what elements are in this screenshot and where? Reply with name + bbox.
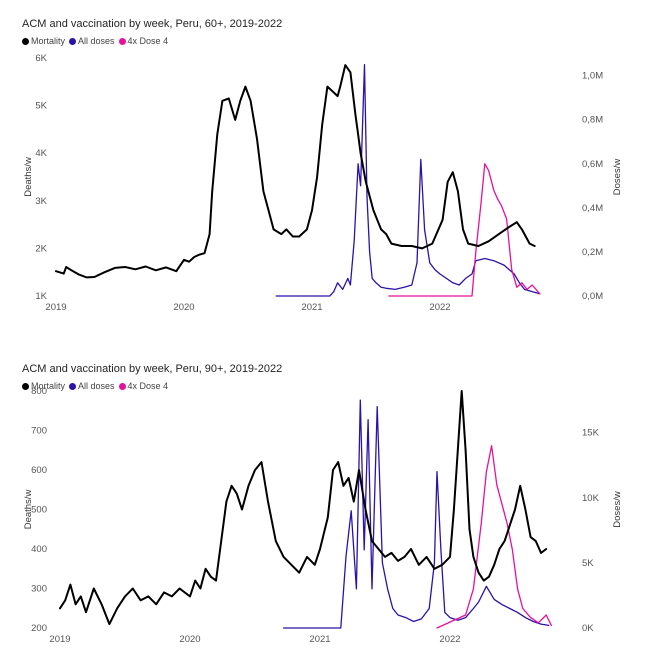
y-right-tick-label: 10K [582, 493, 600, 504]
legend-dot-dose4 [118, 382, 126, 390]
legend-label-mortality: Mortality [31, 381, 66, 391]
x-tick-label: 2020 [173, 302, 194, 313]
x-tick-label: 2019 [45, 302, 66, 313]
y-right-tick-label: 0,0M [582, 291, 603, 302]
series-line-all-doses [275, 63, 541, 297]
x-tick-label: 2022 [439, 634, 460, 645]
y-left-tick-label: 1K [35, 291, 47, 302]
legend-dot-dose4 [118, 37, 126, 45]
x-tick-label: 2020 [179, 634, 200, 645]
y-left-tick-label: 200 [31, 623, 47, 634]
y-right-tick-label: 0,4M [582, 203, 603, 214]
y-right-tick-label: 1,0M [582, 71, 603, 82]
y-left-tick-label: 2K [35, 243, 47, 254]
legend-label-all-doses: All doses [78, 36, 115, 46]
y-left-axis-title: Deaths/w [23, 490, 34, 530]
chart-plot-area: 200 300 400 500 600 700 800 0K 5K 10K 15K 2019 2020 2… [23, 386, 623, 645]
y-left-axis-title: Deaths/w [23, 157, 34, 197]
legend-item-dose4[interactable]: 4x Dose 4 [118, 36, 169, 46]
chart-legend: Mortality All doses 4x Dose 4 [22, 381, 172, 391]
y-left-tick-label: 3K [35, 196, 47, 207]
series-line-mortality [55, 64, 536, 279]
legend-dot-all-doses [69, 37, 77, 45]
y-left-tick-label: 300 [31, 584, 47, 595]
chart-panel-60plus: ACM and vaccination by week, Peru, 60+, … [0, 0, 658, 330]
legend-item-all-doses[interactable]: All doses [69, 381, 115, 391]
legend-label-mortality: Mortality [31, 36, 66, 46]
chart-plot-area: 1K 2K 3K 4K 5K 6K 0,0M 0,2M 0,4M 0,6M 0,8M 1,0M 2019… [23, 53, 623, 313]
y-right-axis-title: Doses/w [612, 491, 623, 528]
y-right-tick-label: 0,2M [582, 247, 603, 258]
legend-item-all-doses[interactable]: All doses [69, 36, 115, 46]
legend-dot-mortality [22, 37, 29, 45]
y-right-tick-label: 0K [582, 623, 594, 634]
x-tick-label: 2019 [49, 634, 70, 645]
legend-label-all-doses: All doses [78, 381, 115, 391]
y-right-tick-label: 5K [582, 558, 594, 569]
chart-title: ACM and vaccination by week, Peru, 60+, … [22, 18, 283, 30]
legend-dot-all-doses [69, 382, 77, 390]
y-right-tick-label: 0,6M [582, 159, 603, 170]
y-left-tick-label: 500 [31, 505, 47, 516]
y-left-tick-label: 400 [31, 544, 47, 555]
legend-item-mortality[interactable]: Mortality [22, 381, 65, 391]
y-right-tick-label: 15K [582, 428, 600, 439]
y-right-tick-label: 0,8M [582, 115, 603, 126]
x-tick-label: 2021 [301, 302, 322, 313]
series-line-all-doses [282, 399, 550, 629]
series-line-4x-dose-4 [388, 163, 541, 297]
chart-title: ACM and vaccination by week, Peru, 90+, … [22, 363, 283, 375]
series-line-4x-dose-4 [436, 445, 553, 629]
chart-panel-90plus: ACM and vaccination by week, Peru, 90+, … [0, 345, 658, 667]
x-tick-label: 2022 [429, 302, 450, 313]
x-tick-label: 2021 [309, 634, 330, 645]
y-left-tick-label: 600 [31, 465, 47, 476]
chart-legend: Mortality All doses 4x Dose 4 [22, 36, 172, 46]
legend-item-mortality[interactable]: Mortality [22, 36, 65, 46]
legend-label-dose4: 4x Dose 4 [127, 381, 169, 391]
y-left-tick-label: 4K [35, 148, 47, 159]
y-left-tick-label: 6K [35, 53, 47, 64]
legend-dot-mortality [22, 382, 29, 390]
y-left-tick-label: 800 [31, 386, 47, 397]
y-right-axis-title: Doses/w [612, 159, 623, 196]
legend-label-dose4: 4x Dose 4 [127, 36, 169, 46]
legend-item-dose4[interactable]: 4x Dose 4 [118, 381, 169, 391]
series-line-mortality [59, 390, 548, 626]
y-left-tick-label: 5K [35, 101, 47, 112]
y-left-tick-label: 700 [31, 426, 47, 437]
